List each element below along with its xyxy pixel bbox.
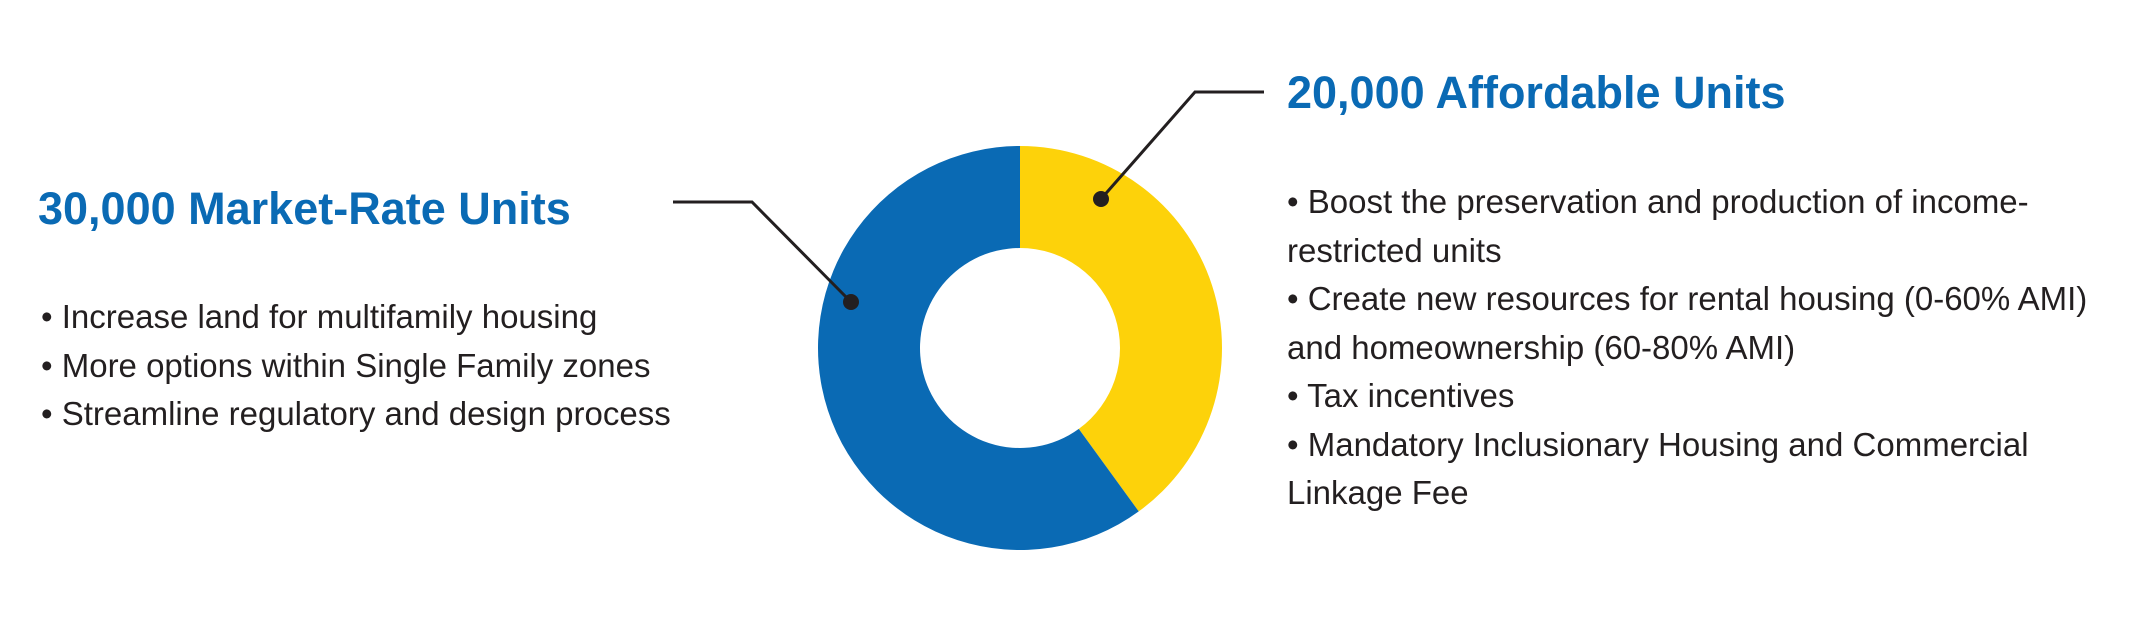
leader-line (1099, 90, 1264, 200)
donut-slice (818, 146, 1139, 550)
bullet-item: • Create new resources for rental housin… (1287, 280, 2088, 366)
bullet-item: • Tax incentives (1287, 377, 1515, 414)
bullet-list: • Boost the preservation and production … (1287, 178, 2142, 518)
bullet-item: • Increase land for multifamily housing (41, 298, 598, 335)
heading: 20,000 Affordable Units (1287, 67, 1786, 118)
leader-line (673, 200, 853, 304)
bullet-list: • Increase land for multifamily housing •… (41, 293, 801, 439)
bullet-item: • Streamline regulatory and design proce… (41, 395, 671, 432)
leader-dot (843, 294, 859, 310)
leader-dot (1093, 191, 1109, 207)
heading: 30,000 Market-Rate Units (38, 183, 571, 234)
donut-slice (1020, 146, 1223, 512)
bullet-item: • More options within Single Family zone… (41, 346, 651, 384)
bullet-item: • Mandatory Inclusionary Housing and Com… (1287, 425, 2029, 512)
bullet-item: • Boost the preservation and production … (1287, 183, 2029, 269)
